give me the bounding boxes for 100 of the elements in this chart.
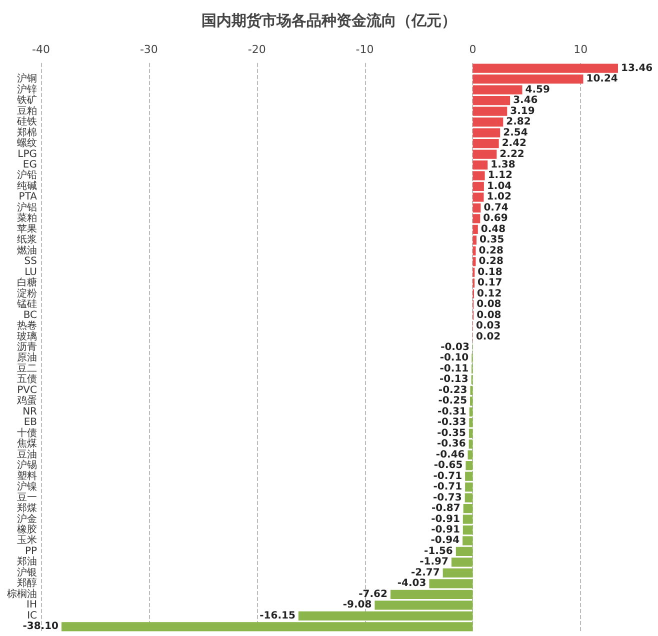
data-label: 1.04 bbox=[486, 180, 512, 192]
data-label: 2.42 bbox=[502, 138, 527, 150]
data-label: 0.35 bbox=[480, 234, 504, 246]
x-tick-label: -20 bbox=[248, 43, 266, 56]
data-label: -0.65 bbox=[434, 460, 463, 472]
y-tick-label: 纸浆 bbox=[17, 234, 37, 246]
y-tick-label: 硅铁 bbox=[16, 116, 37, 128]
data-label: -0.36 bbox=[437, 438, 466, 450]
x-tick-label: -40 bbox=[32, 43, 50, 56]
data-label: -1.56 bbox=[424, 546, 453, 557]
data-label: 2.82 bbox=[506, 116, 531, 128]
y-tick-label: 燃油 bbox=[17, 244, 37, 256]
data-label: -0.71 bbox=[433, 470, 462, 482]
y-tick-label: LPG bbox=[18, 148, 37, 160]
data-label: -0.87 bbox=[432, 503, 460, 514]
y-tick-label: EG bbox=[22, 159, 37, 170]
y-tick-label: 沪镍 bbox=[17, 480, 37, 493]
data-label: 2.54 bbox=[503, 127, 528, 138]
data-label: 0.69 bbox=[483, 213, 508, 224]
x-tick-label: 0 bbox=[469, 43, 476, 56]
y-tick-label: 白糖 bbox=[17, 276, 37, 289]
y-tick-label: NR bbox=[22, 406, 38, 418]
data-label: 1.12 bbox=[488, 170, 513, 182]
data-label: 2.22 bbox=[500, 148, 524, 160]
y-tick-label: 橡胶 bbox=[17, 524, 37, 536]
data-label: -0.25 bbox=[438, 396, 468, 407]
y-tick-label: 焦煤 bbox=[17, 438, 37, 450]
data-label: 3.19 bbox=[510, 106, 535, 117]
data-label: 1.02 bbox=[486, 192, 512, 203]
data-label: 0.28 bbox=[478, 245, 504, 256]
data-label: -16.15 bbox=[260, 610, 296, 622]
x-tick-label: -10 bbox=[356, 43, 374, 56]
y-tick-label: 沪铜 bbox=[17, 72, 37, 85]
y-tick-label: 玻璃 bbox=[17, 330, 37, 342]
y-tick-label: 豆一 bbox=[17, 492, 37, 504]
y-tick-label: 热卷 bbox=[17, 320, 37, 332]
y-tick-label: 沪铝 bbox=[17, 201, 37, 214]
data-label: 0.12 bbox=[477, 288, 502, 300]
y-tick-label: 锰硅 bbox=[16, 298, 37, 310]
y-tick-label: IC bbox=[27, 610, 38, 622]
y-tick-label: 郑煤 bbox=[17, 502, 37, 514]
data-label: 3.46 bbox=[513, 95, 538, 106]
y-tick-label: 原油 bbox=[17, 352, 37, 364]
data-label: 10.24 bbox=[586, 74, 618, 85]
y-tick-label: PP bbox=[24, 546, 37, 557]
y-tick-label: EB bbox=[24, 417, 38, 428]
data-label: -0.23 bbox=[438, 384, 468, 396]
data-label: 0.48 bbox=[480, 224, 506, 235]
y-tick-label: PVC bbox=[17, 384, 38, 396]
y-tick-label: 郑油 bbox=[17, 556, 37, 568]
data-label: -4.03 bbox=[397, 578, 426, 590]
data-label: 0.03 bbox=[476, 320, 501, 332]
y-tick-label: 棕榈油 bbox=[7, 588, 37, 600]
data-label: -0.73 bbox=[433, 492, 462, 504]
data-label: -9.08 bbox=[342, 600, 372, 611]
y-tick-label: 苹果 bbox=[17, 222, 37, 235]
y-tick-label: 沪锡 bbox=[17, 459, 37, 472]
data-label: -0.91 bbox=[431, 524, 460, 536]
y-tick-label: 沪锌 bbox=[17, 83, 37, 96]
y-tick-label: 沪铅 bbox=[17, 169, 37, 182]
data-label: 0.18 bbox=[478, 266, 502, 278]
data-label: 4.59 bbox=[525, 84, 550, 96]
y-tick-label: 塑料 bbox=[17, 470, 37, 482]
y-tick-label: 十债 bbox=[17, 426, 37, 439]
data-label: -0.13 bbox=[439, 374, 468, 386]
data-label: 0.02 bbox=[476, 331, 501, 342]
data-label: -0.10 bbox=[440, 352, 469, 364]
x-tick-label: -30 bbox=[140, 43, 158, 56]
data-label: -0.33 bbox=[437, 417, 466, 428]
chart-title: 国内期货市场各品种资金流向（亿元） bbox=[202, 12, 456, 30]
data-label: -0.94 bbox=[430, 535, 460, 546]
data-label: -7.62 bbox=[358, 588, 388, 600]
data-label: 0.74 bbox=[484, 202, 508, 214]
data-label: -0.31 bbox=[438, 406, 466, 418]
data-label: -0.71 bbox=[433, 482, 462, 493]
data-label: -0.46 bbox=[436, 449, 465, 460]
y-tick-label: LU bbox=[24, 266, 37, 278]
y-tick-label: 玉米 bbox=[17, 534, 37, 546]
data-label: -0.11 bbox=[440, 363, 469, 374]
data-label: -2.77 bbox=[411, 567, 440, 578]
y-tick-label: 豆粕 bbox=[17, 106, 37, 117]
data-label: 13.46 bbox=[621, 62, 653, 74]
y-tick-label: IH bbox=[26, 600, 37, 611]
data-label: -38.10 bbox=[22, 621, 59, 632]
y-tick-label: 淀粉 bbox=[17, 287, 37, 300]
y-tick-label: 沪金 bbox=[17, 512, 37, 525]
x-tick-label: 10 bbox=[574, 43, 588, 56]
data-label: 0.08 bbox=[476, 299, 502, 310]
y-tick-label: 郑醇 bbox=[17, 577, 37, 590]
data-label: 1.38 bbox=[490, 159, 516, 170]
data-label: -1.97 bbox=[420, 556, 448, 568]
data-label: 0.08 bbox=[476, 310, 502, 321]
y-tick-label: PTA bbox=[18, 192, 38, 203]
y-tick-label: 鸡蛋 bbox=[16, 394, 37, 407]
y-tick-label: 螺纹 bbox=[17, 137, 37, 150]
y-tick-label: BC bbox=[23, 310, 38, 321]
y-tick-label: 纯碱 bbox=[17, 180, 37, 192]
y-tick-label: 五债 bbox=[17, 374, 37, 386]
y-tick-label: 豆油 bbox=[17, 448, 37, 460]
data-label: 0.17 bbox=[478, 278, 502, 289]
